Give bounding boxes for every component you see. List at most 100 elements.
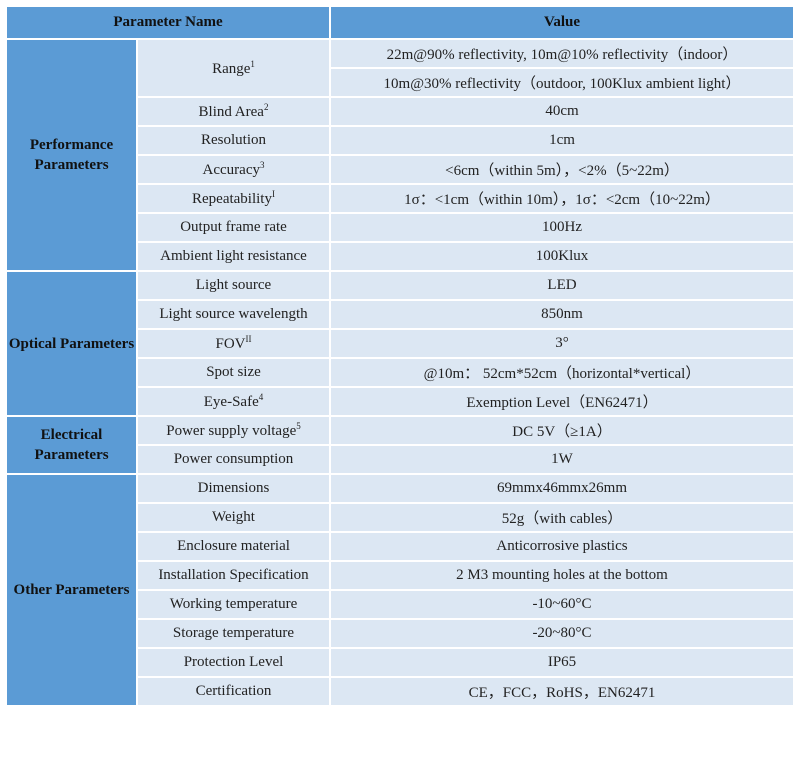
parameter-name: Ambient light resistance <box>160 248 307 264</box>
table-row: Light source wavelength 850nm <box>6 299 795 330</box>
parameter-name-cell: Range1 <box>136 38 331 98</box>
value-cell: 2 M3 mounting holes at the bottom <box>329 560 795 591</box>
value-cell: Anticorrosive plastics <box>329 531 795 562</box>
category-cell: Optical Parameters <box>5 270 138 417</box>
table-row: Output frame rate 100Hz <box>6 212 795 243</box>
value-cell: 100Hz <box>329 212 795 243</box>
value-cell: 1W <box>329 444 795 475</box>
parameter-name-cell: Power consumption <box>136 444 331 475</box>
parameter-name: Light source wavelength <box>159 306 308 322</box>
value-cell: IP65 <box>329 647 795 678</box>
footnote-marker: II <box>245 334 252 344</box>
parameter-name: Eye-Safe <box>203 394 259 410</box>
footnote-marker: 4 <box>258 392 264 402</box>
parameter-name: Dimensions <box>197 480 270 496</box>
table-row: Accuracy3 <6cm（within 5m），<2%（5~22m） <box>6 154 795 185</box>
parameter-name-cell: Enclosure material <box>136 531 331 562</box>
parameter-name: Installation Specification <box>158 567 309 583</box>
value-cell: DC 5V（≥1A） <box>329 415 795 446</box>
parameter-name-cell: Resolution <box>136 125 331 156</box>
table-row: Eye-Safe4 Exemption Level（EN62471） <box>6 386 795 417</box>
parameter-name: Certification <box>195 683 272 699</box>
header-parameter-name: Parameter Name <box>5 5 331 40</box>
spec-table: Parameter Name Value Performance Paramet… <box>5 5 795 707</box>
value-cell: 1σ：<1cm（within 10m），1σ：<2cm（10~22m） <box>329 183 795 214</box>
table-row: Other Parameters Dimensions 69mmx46mmx26mm <box>5 473 795 707</box>
table-row: RepeatabilityI 1σ：<1cm（within 10m），1σ：<2c… <box>6 183 795 214</box>
table-row: Optical Parameters Light source LED <box>5 270 795 417</box>
parameter-name: Repeatability <box>192 191 272 207</box>
table-row: Resolution 1cm <box>6 125 795 156</box>
parameter-name: Power supply voltage <box>166 423 297 439</box>
value-cell: 850nm <box>329 299 795 330</box>
parameter-name-cell: Installation Specification <box>136 560 331 591</box>
parameter-name: Resolution <box>200 132 266 148</box>
parameter-name-cell: Accuracy3 <box>136 154 331 185</box>
value-cell: 3° <box>329 328 795 359</box>
value-cell: LED <box>329 270 795 301</box>
parameter-name: Storage temperature <box>172 625 295 641</box>
footnote-marker: I <box>271 189 275 199</box>
value-cell: -20~80°C <box>329 618 795 649</box>
table-row: Installation Specification 2 M3 mounting … <box>6 560 795 591</box>
parameter-name-cell: Dimensions <box>136 473 331 504</box>
table-row: Blind Area2 40cm <box>6 96 795 127</box>
parameter-name-cell: Eye-Safe4 <box>136 386 331 417</box>
parameter-name: Output frame rate <box>180 219 287 235</box>
parameter-name: Blind Area <box>198 104 264 120</box>
table-row: Electrical Parameters Power supply voltag… <box>5 415 795 475</box>
value-cell: -10~60°C <box>329 589 795 620</box>
parameter-name: Light source <box>195 277 272 293</box>
parameter-name: Weight <box>212 509 255 525</box>
parameter-name: Working temperature <box>169 596 298 612</box>
parameter-name-cell: RepeatabilityI <box>136 183 331 214</box>
category-cell: Electrical Parameters <box>5 415 138 475</box>
table-row: Enclosure material Anticorrosive plastics <box>6 531 795 562</box>
parameter-name: Spot size <box>206 364 261 380</box>
table-row: Certification CE，FCC，RoHS，EN62471 <box>6 676 795 707</box>
parameter-name-cell: Light source wavelength <box>136 299 331 330</box>
value-cell: <6cm（within 5m），<2%（5~22m） <box>329 154 795 185</box>
value-cell: 69mmx46mmx26mm <box>329 473 795 504</box>
table-row: Performance Parameters Range1 22m@90% refl… <box>5 38 795 272</box>
value-cell: 100Klux <box>329 241 795 272</box>
category-cell: Performance Parameters <box>5 38 138 272</box>
footnote-marker: 1 <box>250 58 255 69</box>
parameter-name-cell: Light source <box>136 270 331 301</box>
table-row: FOVII 3° <box>6 328 795 359</box>
table-row: Protection Level IP65 <box>6 647 795 678</box>
header-value: Value <box>329 5 795 40</box>
footnote-marker: 3 <box>259 160 265 170</box>
table-row: Ambient light resistance 100Klux <box>6 241 795 272</box>
parameter-name: FOV <box>215 336 246 352</box>
parameter-name-cell: Weight <box>136 502 331 533</box>
parameter-name-cell: Working temperature <box>136 589 331 620</box>
value-cell: 52g（with cables） <box>329 502 795 533</box>
value-cell: Exemption Level（EN62471） <box>329 386 795 417</box>
table-row: Weight 52g（with cables） <box>6 502 795 533</box>
value-cell: 10m@30% reflectivity（outdoor, 100Klux am… <box>329 67 795 98</box>
parameter-name-cell: Certification <box>136 676 331 707</box>
parameter-name-cell: Ambient light resistance <box>136 241 331 272</box>
table-row: Working temperature -10~60°C <box>6 589 795 620</box>
parameter-name-cell: Power supply voltage5 <box>136 415 331 446</box>
value-cell: 22m@90% reflectivity, 10m@10% reflectivi… <box>329 38 795 69</box>
value-cell: 1cm <box>329 125 795 156</box>
parameter-name: Accuracy <box>202 162 260 178</box>
parameter-name-cell: Spot size <box>136 357 331 388</box>
parameter-name: Power consumption <box>173 451 294 467</box>
value-cell: @10m： 52cm*52cm（horizontal*vertical） <box>329 357 795 388</box>
footnote-marker: 5 <box>296 421 301 431</box>
parameter-name-cell: Output frame rate <box>136 212 331 243</box>
parameter-name-cell: Storage temperature <box>136 618 331 649</box>
value-cell: 40cm <box>329 96 795 127</box>
table-row: Power consumption 1W <box>6 444 795 475</box>
parameter-name: Protection Level <box>183 654 284 670</box>
parameter-name-cell: Blind Area2 <box>136 96 331 127</box>
value-cell: CE，FCC，RoHS，EN62471 <box>329 676 795 707</box>
parameter-name-cell: Protection Level <box>136 647 331 678</box>
header-row: Parameter Name Value <box>5 5 795 40</box>
parameter-name: Range <box>212 60 251 77</box>
footnote-marker: 2 <box>263 102 269 112</box>
category-cell: Other Parameters <box>5 473 138 707</box>
